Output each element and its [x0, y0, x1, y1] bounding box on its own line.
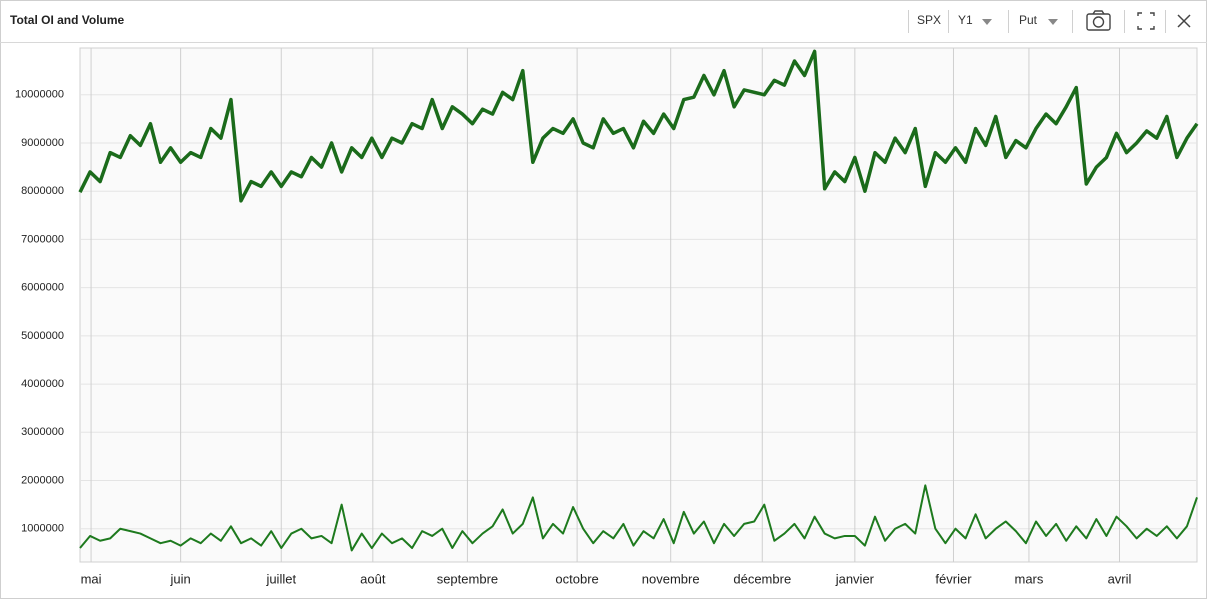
y-tick-label: 7000000 — [21, 233, 64, 245]
y-tick-label: 2000000 — [21, 474, 64, 486]
y-tick-label: 4000000 — [21, 378, 64, 390]
x-tick-label: septembre — [437, 571, 498, 586]
x-tick-label: octobre — [555, 571, 598, 586]
chart-title: Total OI and Volume — [10, 13, 125, 27]
x-tick-label: janvier — [835, 571, 875, 586]
camera-body — [1086, 13, 1111, 31]
x-tick-label: novembre — [642, 571, 700, 586]
series-line — [79, 484, 1198, 552]
y-tick-label: 8000000 — [21, 185, 64, 197]
x-tick-label: août — [360, 571, 386, 586]
toolbar — [908, 10, 1166, 33]
camera-top — [1092, 10, 1105, 15]
y-tick-label: 3000000 — [21, 426, 64, 438]
x-tick-label: mai — [81, 571, 102, 586]
y-tick-label: 6000000 — [21, 282, 64, 294]
x-tick-label: décembre — [733, 571, 791, 586]
y-tick-label: 10000000 — [15, 89, 64, 101]
x-tick-label: février — [935, 571, 972, 586]
camera-lens — [1092, 16, 1105, 28]
x-tick-label: avril — [1108, 571, 1132, 586]
x-tick-label: juin — [170, 571, 191, 586]
axis-selector[interactable]: Y1 — [958, 13, 973, 27]
y-tick-label: 9000000 — [21, 137, 64, 149]
plot-area — [79, 47, 1198, 563]
fullscreen-icon[interactable] — [1137, 12, 1155, 30]
y-tick-label: 5000000 — [21, 330, 64, 342]
x-tick-label: juillet — [265, 571, 296, 586]
y-tick-label: 1000000 — [21, 523, 64, 535]
series-line — [78, 49, 1199, 203]
close-icon[interactable] — [1177, 14, 1191, 28]
dropdown-arrow[interactable] — [1048, 19, 1058, 25]
dropdown-arrow[interactable] — [982, 19, 992, 25]
camera-icon[interactable] — [1086, 10, 1111, 31]
symbol-selector[interactable]: SPX — [917, 13, 941, 27]
x-tick-label: mars — [1015, 571, 1044, 586]
option-selector[interactable]: Put — [1019, 13, 1038, 27]
